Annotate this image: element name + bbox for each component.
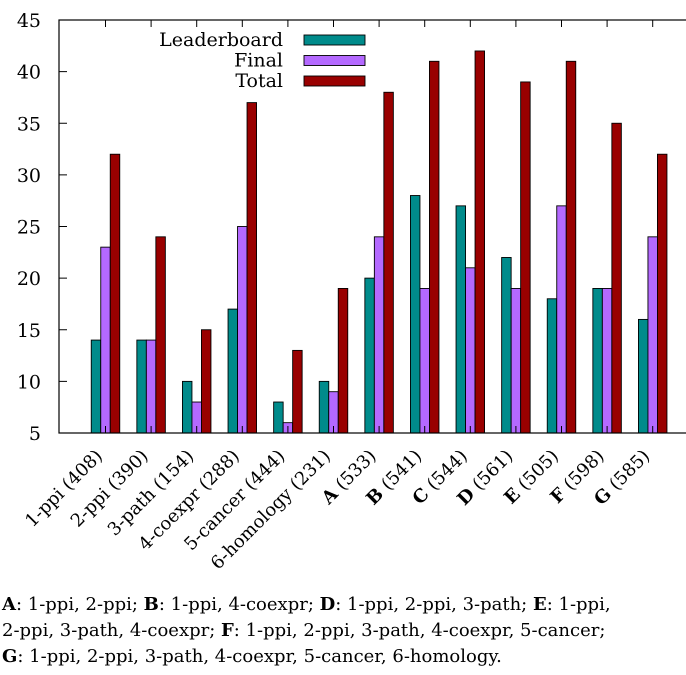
- bars-layer: [90, 50, 668, 434]
- bar-final: [601, 288, 613, 434]
- bar-leaderboard: [90, 339, 102, 434]
- caption-text: : 1-ppi, 2-ppi;: [15, 594, 144, 615]
- caption-text: : 1-ppi, 2-ppi, 3-path;: [335, 594, 533, 615]
- bar-total: [611, 122, 622, 434]
- y-tick-label: 10: [17, 371, 41, 393]
- caption-key: E: [532, 594, 547, 615]
- caption-text: 2-ppi, 3-path, 4-coexpr;: [2, 620, 222, 641]
- y-tick-label: 15: [17, 320, 41, 342]
- bar-final: [556, 205, 567, 434]
- bar-total: [155, 236, 166, 434]
- bar-leaderboard: [273, 401, 284, 434]
- x-tick-label-text: (585): [601, 446, 654, 499]
- bar-leaderboard: [501, 257, 512, 434]
- legend-swatch: [303, 75, 366, 87]
- y-tick-label: 35: [17, 113, 41, 135]
- caption-text: : 1-ppi, 2-ppi, 3-path, 4-coexpr, 5-canc…: [233, 620, 606, 641]
- bar-final: [100, 246, 111, 434]
- caption-line: 2-ppi, 3-path, 4-coexpr; F: 1-ppi, 2-ppi…: [2, 618, 686, 644]
- bar-leaderboard: [638, 318, 649, 434]
- y-tick-label: 25: [17, 217, 41, 239]
- bar-leaderboard: [136, 339, 147, 434]
- bar-final: [465, 267, 476, 434]
- bar-final: [647, 236, 658, 434]
- bar-final: [145, 339, 157, 434]
- bar-leaderboard: [592, 288, 603, 434]
- caption-key: B: [143, 594, 159, 615]
- bar-leaderboard: [364, 277, 375, 434]
- bar-total: [337, 288, 349, 434]
- bar-leaderboard: [318, 380, 330, 434]
- caption-key: D: [319, 594, 336, 615]
- bar-total: [200, 329, 212, 434]
- caption-key: G: [2, 646, 18, 667]
- bar-final: [419, 288, 430, 434]
- y-tick-label: 5: [29, 423, 41, 445]
- legend-swatch: [303, 34, 366, 46]
- legend-label: Leaderboard: [159, 29, 283, 51]
- bar-total: [520, 81, 531, 434]
- bar-leaderboard: [455, 205, 466, 434]
- bar-total: [292, 349, 303, 434]
- bar-leaderboard: [546, 298, 558, 434]
- caption-text: : 1-ppi,: [546, 594, 611, 615]
- caption-line: G: 1-ppi, 2-ppi, 3-path, 4-coexpr, 5-can…: [2, 644, 686, 670]
- bar-total: [474, 50, 485, 434]
- figure-caption: A: 1-ppi, 2-ppi; B: 1-ppi, 4-coexpr; D: …: [2, 592, 686, 670]
- legend-label: Final: [234, 50, 283, 72]
- bar-leaderboard: [181, 380, 193, 434]
- caption-line: A: 1-ppi, 2-ppi; B: 1-ppi, 4-coexpr; D: …: [2, 592, 686, 618]
- caption-key: A: [2, 594, 16, 615]
- bar-total: [657, 153, 668, 434]
- y-tick-label: 40: [17, 62, 41, 84]
- bar-final: [373, 236, 385, 434]
- bar-total: [109, 153, 121, 434]
- bar-leaderboard: [410, 195, 421, 434]
- bar-final: [510, 288, 522, 434]
- caption-text: : 1-ppi, 2-ppi, 3-path, 4-coexpr, 5-canc…: [17, 646, 502, 667]
- bar-total: [565, 60, 577, 434]
- legend-swatch: [303, 55, 366, 66]
- bar-leaderboard: [227, 308, 239, 434]
- caption-key: F: [221, 620, 234, 641]
- bar-total: [429, 60, 440, 434]
- bar-total: [246, 102, 258, 434]
- y-tick-label: 30: [17, 165, 41, 187]
- legend-label: Total: [235, 70, 283, 92]
- y-tick-label: 20: [17, 268, 41, 290]
- bar-total: [383, 91, 394, 434]
- y-tick-label: 45: [17, 10, 41, 32]
- caption-text: : 1-ppi, 4-coexpr;: [158, 594, 320, 615]
- bar-final: [237, 226, 248, 434]
